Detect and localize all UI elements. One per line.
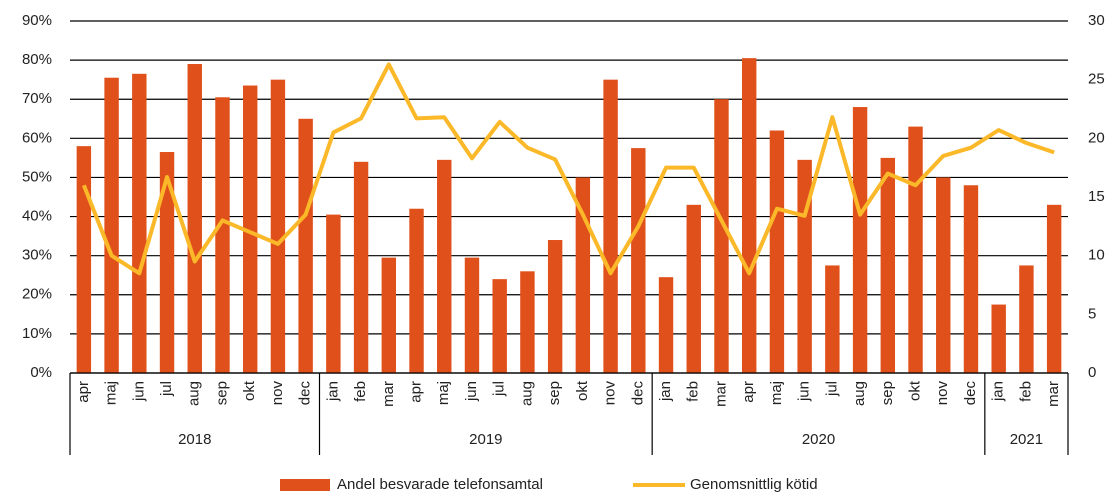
- x-tick-label: dec: [297, 381, 314, 406]
- x-tick-label: apr: [740, 381, 757, 403]
- y-tick-label: 50%: [22, 168, 52, 185]
- group-label: 2021: [1010, 431, 1043, 448]
- x-tick-label: aug: [518, 381, 535, 406]
- x-tick-label: okt: [574, 380, 591, 401]
- x-tick-label: apr: [75, 381, 92, 403]
- y2-tick-label: 25: [1088, 71, 1105, 88]
- x-tick-label: apr: [407, 381, 424, 403]
- bar: [1019, 265, 1034, 373]
- y-tick-label: 40%: [22, 208, 52, 225]
- bar: [76, 146, 92, 373]
- bar: [741, 58, 757, 374]
- x-tick-label: jun: [463, 381, 480, 402]
- legend-label: Genomsnittlig kötid: [690, 476, 818, 493]
- bar: [298, 118, 313, 374]
- x-tick-label: sep: [546, 381, 563, 405]
- x-tick-label: mar: [380, 381, 397, 407]
- bar: [825, 265, 840, 373]
- bar: [547, 240, 563, 373]
- bar: [409, 208, 424, 373]
- x-tick-label: maj: [435, 381, 452, 405]
- y-tick-label: 80%: [22, 51, 52, 68]
- x-tick-label: mar: [1045, 381, 1062, 407]
- bar: [714, 99, 729, 373]
- x-tick-label: dec: [962, 381, 979, 406]
- bar: [686, 204, 701, 373]
- x-tick-label: nov: [269, 381, 286, 406]
- x-tick-label: feb: [1017, 381, 1034, 402]
- y2-tick-label: 0: [1088, 364, 1096, 381]
- x-tick-label: jul: [158, 381, 175, 397]
- bar: [908, 126, 923, 373]
- y2-tick-label: 10: [1088, 247, 1105, 264]
- y-tick-label: 10%: [22, 325, 52, 342]
- bar: [132, 73, 147, 374]
- bar: [381, 257, 397, 373]
- bar: [852, 107, 868, 374]
- bar: [270, 79, 286, 374]
- x-tick-label: jul: [491, 381, 508, 397]
- bar: [963, 185, 979, 373]
- x-tick-label: jan: [657, 381, 674, 402]
- legend-label: Andel besvarade telefonsamtal: [337, 476, 543, 493]
- x-tick-label: aug: [851, 381, 868, 406]
- bar: [159, 152, 175, 373]
- bar: [631, 148, 646, 373]
- bar: [991, 304, 1006, 373]
- x-tick-label: okt: [241, 380, 258, 401]
- x-tick-label: jun: [796, 381, 813, 402]
- x-tick-label: maj: [103, 381, 120, 405]
- x-tick-label: jul: [823, 381, 840, 397]
- x-tick-label: dec: [629, 381, 646, 406]
- y-tick-label: 90%: [22, 12, 52, 29]
- y-tick-label: 60%: [22, 129, 52, 146]
- y-tick-label: 30%: [22, 247, 52, 264]
- bar: [492, 279, 507, 373]
- bar: [880, 157, 896, 373]
- bar: [1046, 204, 1062, 373]
- x-tick-label: nov: [934, 381, 951, 406]
- y2-tick-label: 20: [1088, 129, 1105, 146]
- y-tick-label: 70%: [22, 90, 52, 107]
- bar: [353, 161, 369, 373]
- line: [82, 62, 1055, 276]
- x-tick-label: jan: [324, 381, 341, 402]
- bar: [187, 64, 202, 374]
- x-tick-label: sep: [879, 381, 896, 405]
- x-tick-label: mar: [712, 381, 729, 407]
- y2-tick-label: 30: [1088, 12, 1105, 29]
- bar: [242, 85, 258, 374]
- bar: [936, 177, 951, 373]
- x-tick-label: feb: [685, 381, 702, 402]
- x-tick-label: nov: [602, 381, 619, 406]
- bar: [215, 97, 230, 374]
- bar: [769, 130, 785, 373]
- x-tick-label: feb: [352, 381, 369, 402]
- bar: [603, 79, 618, 374]
- x-tick-label: aug: [186, 381, 203, 406]
- group-label: 2018: [178, 431, 211, 448]
- bar: [104, 77, 119, 373]
- bar: [464, 257, 480, 373]
- y-tick-label: 20%: [22, 286, 52, 303]
- x-tick-label: okt: [906, 380, 923, 401]
- bar: [520, 271, 535, 373]
- x-tick-label: maj: [768, 381, 785, 405]
- bar: [326, 214, 341, 373]
- group-label: 2019: [469, 431, 502, 448]
- y2-tick-label: 15: [1088, 188, 1105, 205]
- x-tick-label: sep: [213, 381, 230, 405]
- legend-swatch: [280, 479, 330, 491]
- y-tick-label: 0%: [30, 364, 52, 381]
- bar: [437, 159, 452, 373]
- y2-tick-label: 5: [1088, 305, 1096, 322]
- x-tick-label: jan: [990, 381, 1007, 402]
- group-label: 2020: [802, 431, 835, 448]
- x-tick-label: jun: [130, 381, 147, 402]
- bar: [658, 277, 674, 373]
